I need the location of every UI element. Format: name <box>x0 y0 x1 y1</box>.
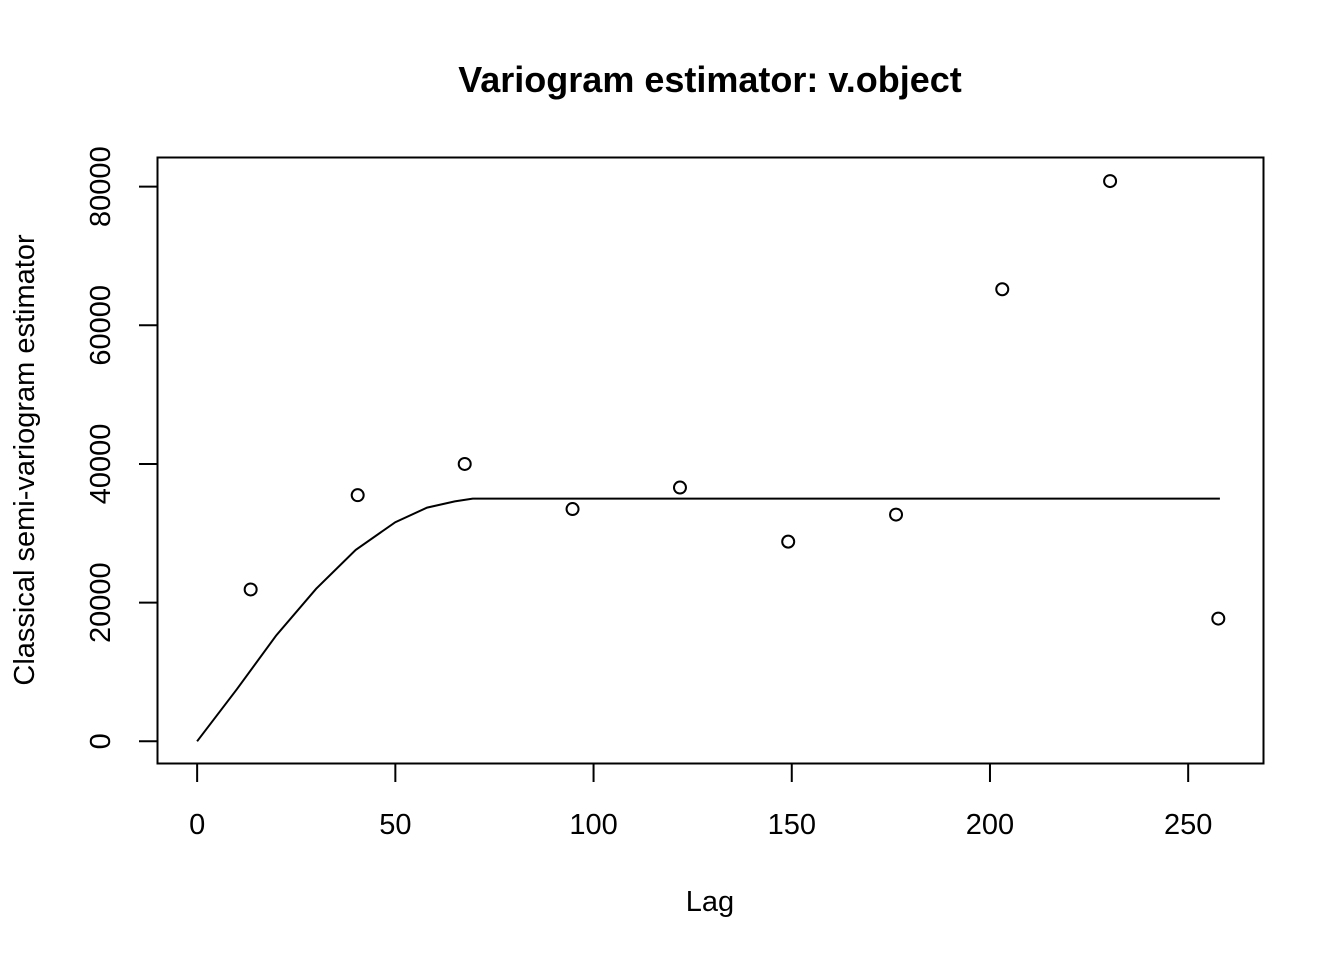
plot-frame <box>156 156 1265 765</box>
data-point <box>781 534 796 549</box>
data-point <box>1103 174 1118 189</box>
data-point <box>995 282 1010 297</box>
fitted-variogram-layer <box>196 497 1220 742</box>
data-point <box>565 502 580 517</box>
x-axis: 0 50 100 150 200 250 <box>189 762 1212 841</box>
x-tick-label: 0 <box>189 809 205 841</box>
fitted-variogram-line <box>196 497 1220 742</box>
data-point <box>457 456 472 471</box>
y-tick-label: 0 <box>85 733 117 749</box>
data-point <box>1211 611 1226 626</box>
x-tick-label: 50 <box>379 809 411 841</box>
x-tick-label: 100 <box>569 809 617 841</box>
x-tick-label: 150 <box>768 809 816 841</box>
y-axis: 0 20000 40000 60000 80000 <box>85 146 159 749</box>
x-tick-label: 250 <box>1164 809 1212 841</box>
y-tick-label: 20000 <box>85 562 117 643</box>
data-point <box>672 480 687 495</box>
x-axis-label: Lag <box>686 886 734 918</box>
chart-title: Variogram estimator: v.object <box>458 59 962 100</box>
y-axis-label: Classical semi-variogram estimator <box>9 234 41 686</box>
y-tick-label: 60000 <box>85 285 117 366</box>
data-point <box>889 507 904 522</box>
x-tick-label: 200 <box>966 809 1014 841</box>
data-point <box>243 582 258 597</box>
y-tick-label: 40000 <box>85 424 117 505</box>
empirical-points-layer <box>243 174 1226 626</box>
data-point <box>350 488 365 503</box>
y-tick-label: 80000 <box>85 146 117 227</box>
